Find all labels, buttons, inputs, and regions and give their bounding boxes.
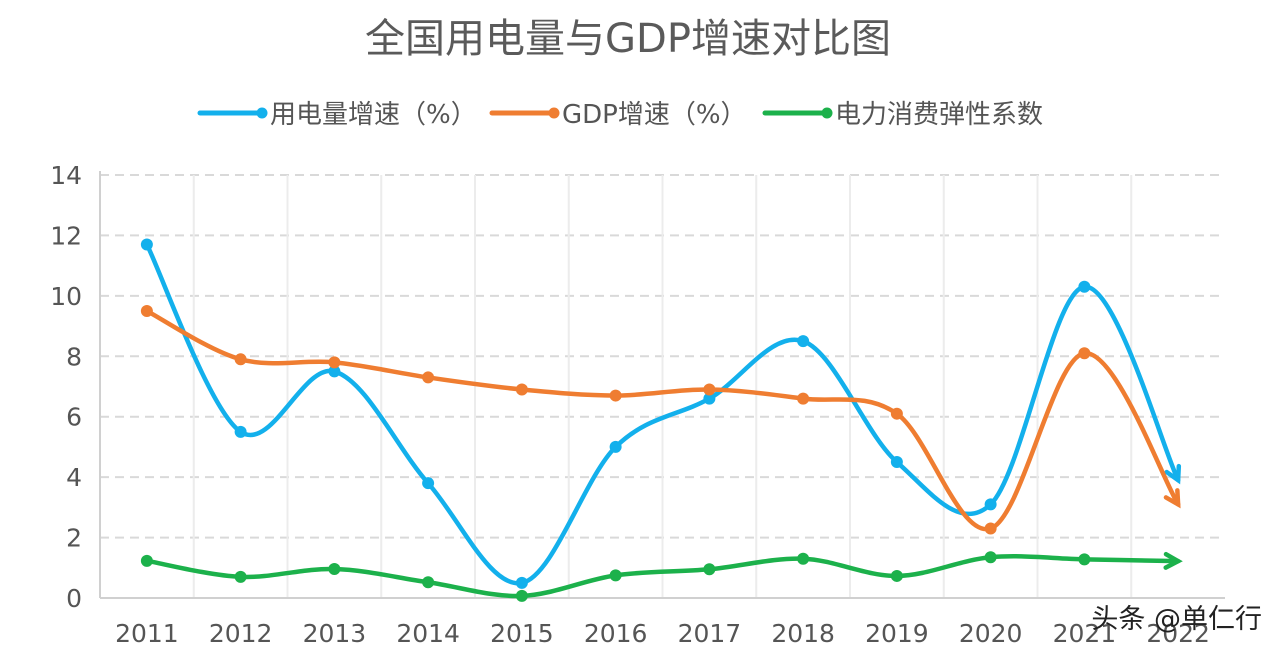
series-line-2 (144, 554, 1181, 599)
data-point (703, 383, 716, 396)
data-point (234, 570, 247, 583)
data-point (515, 589, 528, 602)
data-point (328, 365, 341, 378)
data-point (797, 552, 810, 565)
data-point (797, 392, 810, 405)
watermark: 头条 @单仁行 (1091, 604, 1262, 635)
x-tick-label: 2021 (1053, 619, 1117, 648)
x-tick-label: 2013 (303, 619, 367, 648)
data-point (797, 335, 810, 348)
data-point (984, 522, 997, 535)
data-point (328, 356, 341, 369)
data-point (234, 425, 247, 438)
legend-label: 用电量增速（%） (270, 100, 477, 130)
data-point (140, 554, 153, 567)
y-tick-label: 8 (66, 342, 82, 371)
y-axis: 0 2 4 6 8 10 12 14 (50, 161, 82, 613)
data-point (234, 353, 247, 366)
y-tick-label: 4 (66, 463, 82, 492)
data-point (890, 569, 903, 582)
data-point (609, 569, 622, 582)
x-tick-label: 2015 (490, 619, 554, 648)
series-group (140, 238, 1183, 602)
legend-swatch-dot (821, 107, 833, 119)
series-end-arrow (1163, 551, 1183, 570)
x-tick-label: 2011 (115, 619, 179, 648)
legend-label: GDP增速（%） (562, 100, 747, 130)
data-point (984, 498, 997, 511)
data-point (515, 576, 528, 589)
x-tick-label: 2022 (1146, 619, 1210, 648)
data-point (140, 238, 153, 251)
legend-swatch-dot (548, 107, 560, 119)
x-tick-label: 2019 (865, 619, 929, 648)
x-tick-label: 2012 (209, 619, 273, 648)
chart-title: 全国用电量与GDP增速对比图 (365, 16, 891, 62)
data-point (422, 371, 435, 384)
data-point (1078, 553, 1091, 566)
x-tick-label: 2017 (678, 619, 742, 648)
gridlines (99, 171, 1225, 599)
y-tick-label: 14 (50, 161, 82, 190)
x-tick-label: 2014 (396, 619, 460, 648)
data-point (422, 477, 435, 490)
x-tick-label: 2016 (584, 619, 648, 648)
data-point (984, 551, 997, 564)
data-point (609, 389, 622, 402)
legend-swatch-dot (256, 107, 268, 119)
data-point (140, 304, 153, 317)
y-tick-label: 2 (66, 524, 82, 553)
data-point (422, 576, 435, 589)
y-tick-label: 12 (50, 221, 82, 250)
legend-label: 电力消费弹性系数 (835, 100, 1043, 130)
data-point (328, 562, 341, 575)
legend: 用电量增速（%） GDP增速（%） 电力消费弹性系数 (197, 100, 1043, 130)
series-end-arrow (1163, 488, 1181, 509)
data-point (1078, 347, 1091, 360)
x-axis: 2011 2012 2013 2014 2015 2016 2017 2018 2019 2020… (115, 619, 1210, 648)
series-line-0 (144, 242, 1181, 586)
data-point (703, 392, 716, 405)
data-point (703, 563, 716, 576)
x-tick-label: 2020 (959, 619, 1023, 648)
series-end-arrow (1164, 463, 1182, 485)
data-point (1078, 280, 1091, 293)
data-point (890, 407, 903, 420)
x-tick-label: 2018 (771, 619, 835, 648)
y-tick-label: 0 (66, 584, 82, 613)
data-point (890, 456, 903, 469)
data-point (515, 383, 528, 396)
y-tick-label: 6 (66, 403, 82, 432)
data-point (609, 440, 622, 453)
y-tick-label: 10 (50, 282, 82, 311)
